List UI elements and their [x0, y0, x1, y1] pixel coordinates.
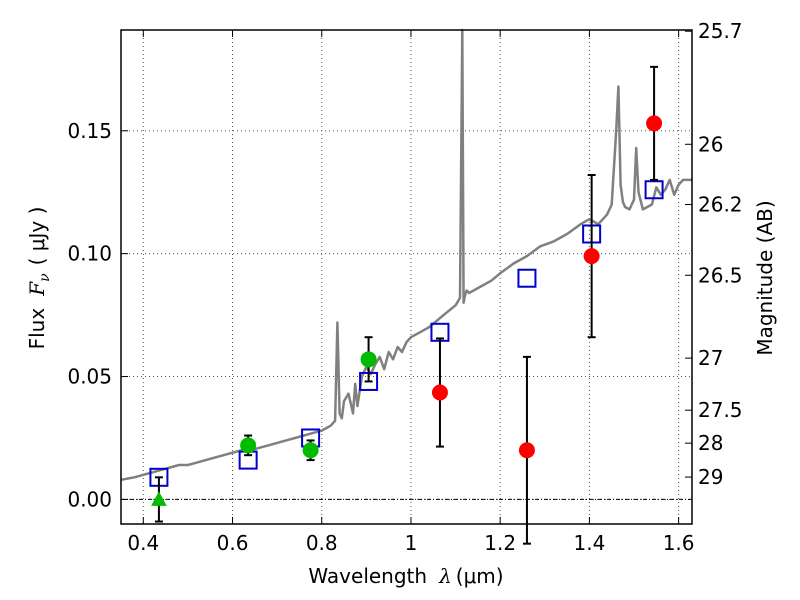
- x-tick-label: 1: [405, 531, 418, 555]
- magnitude-tick-label: 26: [698, 132, 723, 156]
- magnitude-tick-label: 26.5: [698, 263, 743, 287]
- magnitude-tick-label: 25.7: [698, 19, 743, 43]
- label-layer: Wavelength λ (μm) FluxFν( μJy ) Magnitude …: [25, 19, 777, 588]
- y-tick-label: 0.00: [67, 487, 112, 511]
- model-photometry-square: [644, 180, 664, 200]
- magnitude-tick-label: 29: [698, 465, 723, 489]
- plot-frame: [120, 29, 693, 525]
- x-tick-label: 0.8: [306, 531, 338, 555]
- near-ir-point: [646, 115, 663, 132]
- upper-limit-point: [151, 491, 167, 506]
- right-axis-label: Magnitude (AB): [753, 200, 777, 355]
- detection-point: [240, 437, 257, 454]
- y-tick-label: 0.10: [67, 242, 112, 266]
- marker-layer: [149, 65, 664, 545]
- near-ir-point: [431, 384, 448, 401]
- y-tick-label: 0.05: [67, 365, 112, 389]
- near-ir-point: [583, 248, 600, 265]
- y-tick-label: 0.15: [67, 119, 112, 143]
- y-axis-label: FluxFν( μJy ): [25, 207, 53, 350]
- magnitude-tick-label: 27.5: [698, 398, 743, 422]
- magnitude-tick-label: 28: [698, 431, 723, 455]
- detection-point: [302, 442, 319, 459]
- frame-layer: [120, 29, 693, 525]
- near-ir-point: [518, 442, 535, 459]
- x-tick-label: 0.4: [127, 531, 159, 555]
- model-photometry-square: [517, 268, 537, 288]
- x-tick-label: 0.6: [217, 531, 249, 555]
- x-axis-label: Wavelength λ (μm): [308, 564, 503, 588]
- magnitude-tick-label: 26.2: [698, 192, 743, 216]
- magnitude-tick-label: 27: [698, 346, 723, 370]
- grid-layer: [121, 30, 692, 524]
- detection-point: [360, 351, 377, 368]
- x-tick-label: 1.4: [573, 531, 605, 555]
- x-tick-label: 1.6: [663, 531, 695, 555]
- x-tick-label: 1.2: [484, 531, 516, 555]
